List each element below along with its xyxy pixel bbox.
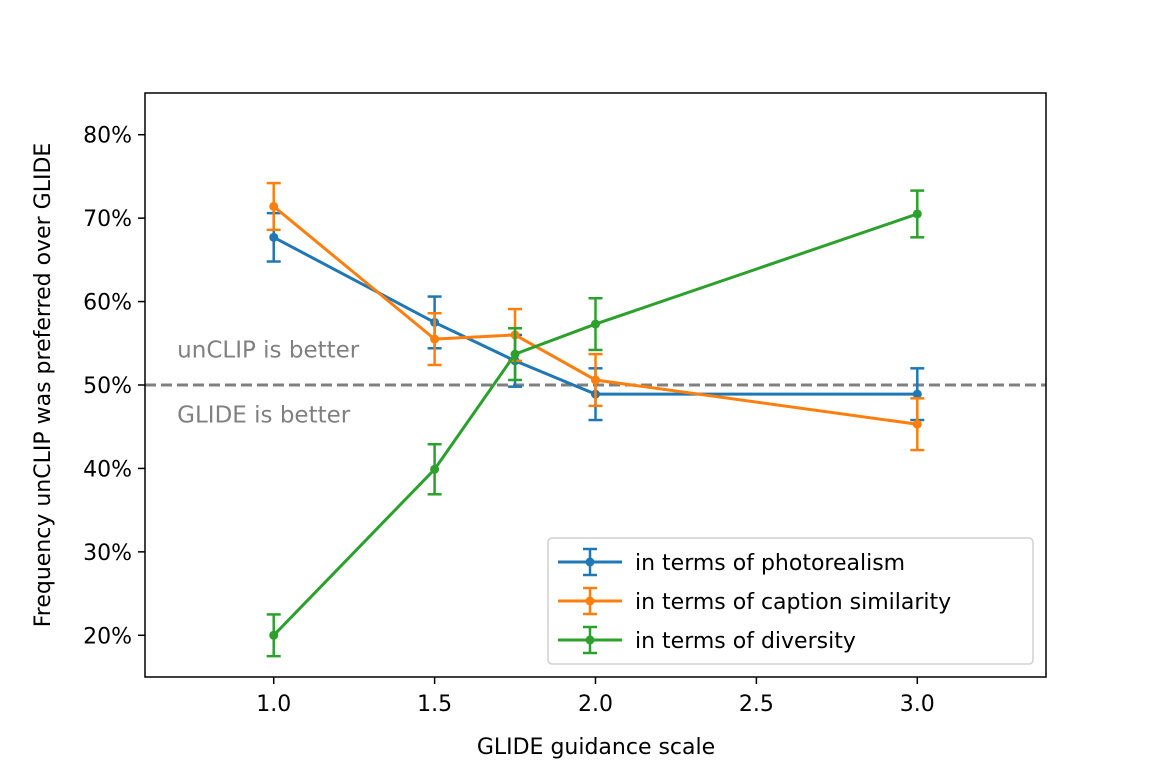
y-tick-label: 40% <box>83 457 132 482</box>
x-tick-label: 2.0 <box>578 692 613 717</box>
legend-marker <box>585 596 595 606</box>
x-tick-label: 2.5 <box>739 692 774 717</box>
x-tick-label: 1.5 <box>417 692 452 717</box>
annotation-unclip-better: unCLIP is better <box>177 337 360 363</box>
legend-entry-2: in terms of diversity <box>558 625 856 655</box>
y-tick-label: 80% <box>83 124 132 149</box>
data-point <box>430 464 440 474</box>
y-tick-label: 30% <box>83 541 132 566</box>
legend: in terms of photorealism in terms of capt… <box>547 537 1034 665</box>
data-point <box>912 419 922 429</box>
legend-box <box>547 537 1034 665</box>
data-point <box>591 375 600 385</box>
x-tick-label: 3.0 <box>900 692 935 717</box>
y-axis-label: Frequency unCLIP was preferred over GLID… <box>31 143 56 628</box>
legend-marker <box>585 557 595 567</box>
plot-content: unCLIP is better GLIDE is better <box>145 181 1046 658</box>
series-2 <box>266 189 925 658</box>
data-point <box>591 319 600 329</box>
data-point <box>430 334 440 344</box>
data-point <box>912 389 922 399</box>
y-tick-label: 20% <box>83 624 132 649</box>
legend-entry-1: in terms of caption similarity <box>558 586 951 616</box>
y-tick-label: 50% <box>83 374 132 399</box>
data-point <box>269 232 279 242</box>
axes-layer: 1.0 1.5 2.0 2.5 3.0 20% 30% 40% 50% 60% 70% 80% <box>83 92 1047 717</box>
data-point <box>912 209 922 219</box>
legend-marker <box>585 635 595 645</box>
legend-label: in terms of caption similarity <box>635 590 951 615</box>
legend-label: in terms of diversity <box>635 629 856 654</box>
data-point <box>510 349 520 359</box>
legend-label: in terms of photorealism <box>635 551 905 576</box>
x-tick-label: 1.0 <box>256 692 291 717</box>
x-axis-label: GLIDE guidance scale <box>477 735 715 760</box>
data-point <box>269 201 279 211</box>
data-point <box>269 630 279 640</box>
legend-entry-0: in terms of photorealism <box>558 547 905 577</box>
annotation-glide-better: GLIDE is better <box>177 403 351 429</box>
y-tick-label: 70% <box>83 207 132 232</box>
y-tick-label: 60% <box>83 291 132 316</box>
